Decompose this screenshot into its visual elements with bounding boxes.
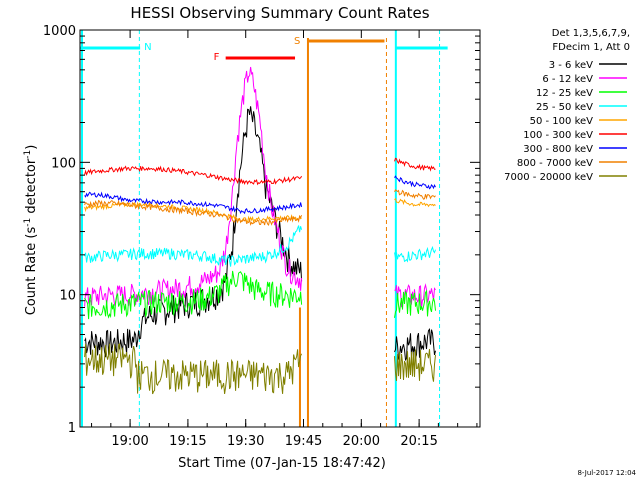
series-line-6 bbox=[394, 157, 436, 172]
x-tick-label: 19:30 bbox=[227, 434, 264, 449]
x-tick-label: 20:00 bbox=[343, 434, 380, 449]
saa-label: S bbox=[294, 36, 300, 47]
series-line-3 bbox=[84, 270, 303, 320]
legend-header-2: FDecim 1, Att 0 bbox=[552, 42, 630, 53]
y-tick-label: 10 bbox=[59, 289, 76, 304]
x-tick-label: 19:00 bbox=[111, 434, 148, 449]
legend-header-1: Det 1,3,5,6,7,9, bbox=[552, 28, 630, 39]
series-line-9 bbox=[394, 349, 436, 382]
series-line-4 bbox=[394, 245, 436, 263]
y-tick-label: 1 bbox=[68, 421, 76, 436]
series-line-5 bbox=[394, 197, 436, 208]
series-line-7 bbox=[394, 175, 436, 190]
legend: Det 1,3,5,6,7,9, FDecim 1, Att 0 3 - 6 k… bbox=[504, 28, 630, 183]
y-axis-label: Count Rate (s-1 detector-1) bbox=[23, 145, 39, 316]
y-axis: 1 10 100 1000 bbox=[43, 24, 480, 436]
legend-label: 3 - 6 keV bbox=[549, 60, 593, 71]
legend-label: 25 - 50 keV bbox=[536, 102, 593, 113]
x-tick-label: 20:15 bbox=[400, 434, 437, 449]
series-line-6 bbox=[84, 165, 303, 186]
y-tick-label: 100 bbox=[51, 156, 76, 171]
plot-frame bbox=[79, 29, 481, 428]
night-label: N bbox=[144, 42, 151, 53]
legend-label: 6 - 12 keV bbox=[542, 74, 593, 85]
plot-area: N F S bbox=[80, 30, 448, 427]
flare-label: F bbox=[214, 52, 220, 63]
footer-date: 8-Jul-2017 12:04 bbox=[577, 469, 636, 477]
series-line-8 bbox=[84, 199, 303, 227]
x-tick-label: 19:15 bbox=[169, 434, 206, 449]
x-axis-label: Start Time (07-Jan-15 18:47:42) bbox=[178, 456, 386, 471]
x-axis: 19:00 19:15 19:30 19:45 20:00 20:15 bbox=[91, 30, 478, 449]
series-line-9 bbox=[84, 343, 303, 395]
chart-title: HESSI Observing Summary Count Rates bbox=[130, 4, 429, 22]
series-line-4 bbox=[84, 225, 303, 267]
legend-label: 100 - 300 keV bbox=[523, 130, 593, 141]
legend-label: 7000 - 20000 keV bbox=[504, 172, 593, 183]
y-tick-label: 1000 bbox=[43, 24, 76, 39]
x-tick-label: 19:45 bbox=[285, 434, 322, 449]
series-line-7 bbox=[84, 191, 303, 215]
series-line-8 bbox=[394, 189, 436, 200]
series-line-3 bbox=[394, 289, 436, 318]
legend-label: 12 - 25 keV bbox=[536, 88, 593, 99]
legend-label: 50 - 100 keV bbox=[530, 116, 594, 127]
legend-label: 300 - 800 keV bbox=[523, 144, 593, 155]
legend-label: 800 - 7000 keV bbox=[517, 158, 593, 169]
